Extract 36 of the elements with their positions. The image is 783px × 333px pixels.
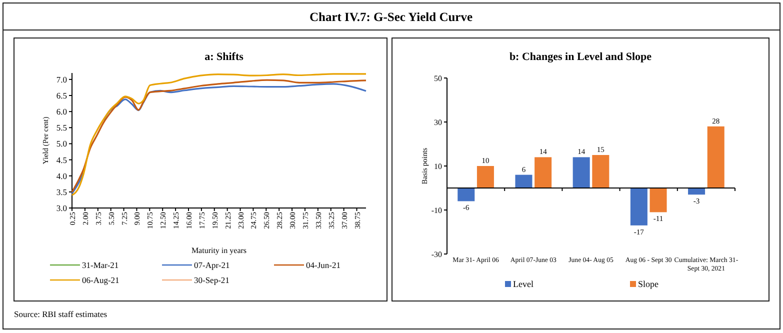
bar [515, 174, 532, 188]
y-tick-label: 4.5 [56, 154, 67, 165]
y-tick-label: 6.5 [56, 90, 67, 100]
bar [476, 166, 494, 188]
y-tick-label: 10 [434, 162, 442, 171]
bar [707, 126, 724, 188]
y-tick-label: 3.0 [56, 203, 67, 213]
x-axis-title: Maturity in years [191, 246, 247, 255]
bar [630, 188, 648, 226]
y-tick-label: 5.0 [56, 138, 67, 149]
y-tick-label: -30 [431, 250, 442, 259]
chart-title: Chart IV.7: G-Sec Yield Curve [309, 10, 473, 24]
bar [458, 188, 475, 202]
chart-subtitle: a: Shifts [204, 51, 244, 63]
legend-label: Level [513, 279, 534, 289]
y-tick-label: 4.0 [56, 170, 67, 181]
legend-label: 06-Aug-21 [82, 275, 120, 285]
y-tick-label: 50 [434, 74, 442, 83]
source-note: Source: RBI staff estimates [14, 309, 108, 319]
y-tick-label: 3.5 [56, 186, 67, 197]
y-tick-label: 6.0 [56, 106, 67, 117]
bar [650, 188, 667, 212]
y-tick-label: 5.5 [56, 122, 67, 133]
legend-label: 04-Jun-21 [306, 260, 340, 270]
y-tick-label: 30 [434, 118, 442, 127]
bar [688, 188, 706, 195]
bar [592, 155, 610, 188]
legend-label: 07-Apr-21 [194, 260, 230, 270]
legend-label: Slope [638, 279, 659, 289]
legend-label: 31-Mar-21 [82, 260, 119, 270]
bar [572, 157, 590, 188]
y-tick-label: 7.0 [56, 74, 67, 84]
chart-title: b: Changes in Level and Slope [509, 51, 652, 63]
y-tick-label: -10 [431, 206, 442, 215]
legend-label: 30-Sep-21 [194, 275, 230, 285]
bar [534, 157, 552, 188]
